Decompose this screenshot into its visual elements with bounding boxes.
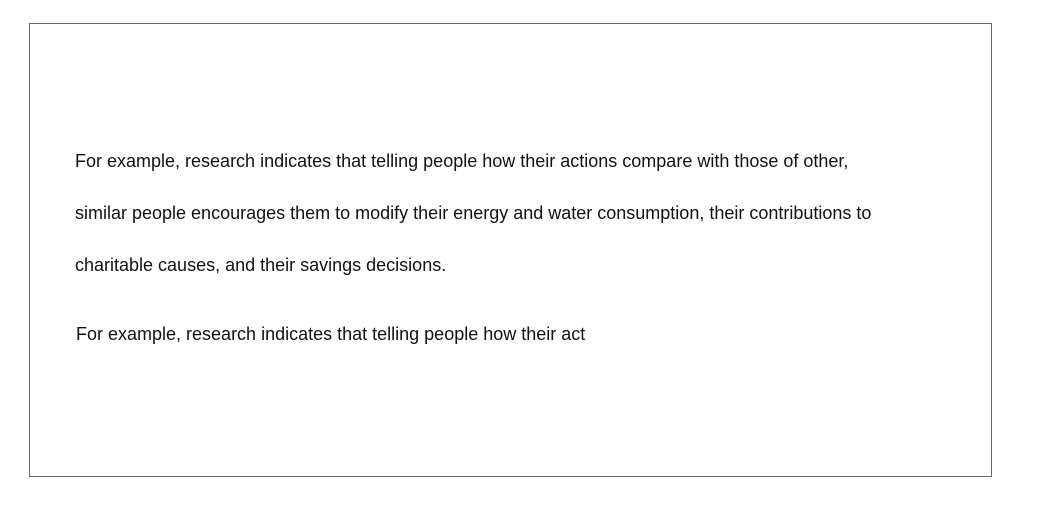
paragraph-partial: For example, research indicates that tel… [76, 324, 586, 344]
paragraph-line: For example, research indicates that tel… [75, 151, 849, 171]
paragraph-line: charitable causes, and their savings dec… [75, 255, 447, 275]
paragraph-line: similar people encourages them to modify… [75, 203, 872, 223]
paragraph-full: For example, research indicates that tel… [75, 135, 965, 291]
document-page: For example, research indicates that tel… [29, 23, 992, 477]
